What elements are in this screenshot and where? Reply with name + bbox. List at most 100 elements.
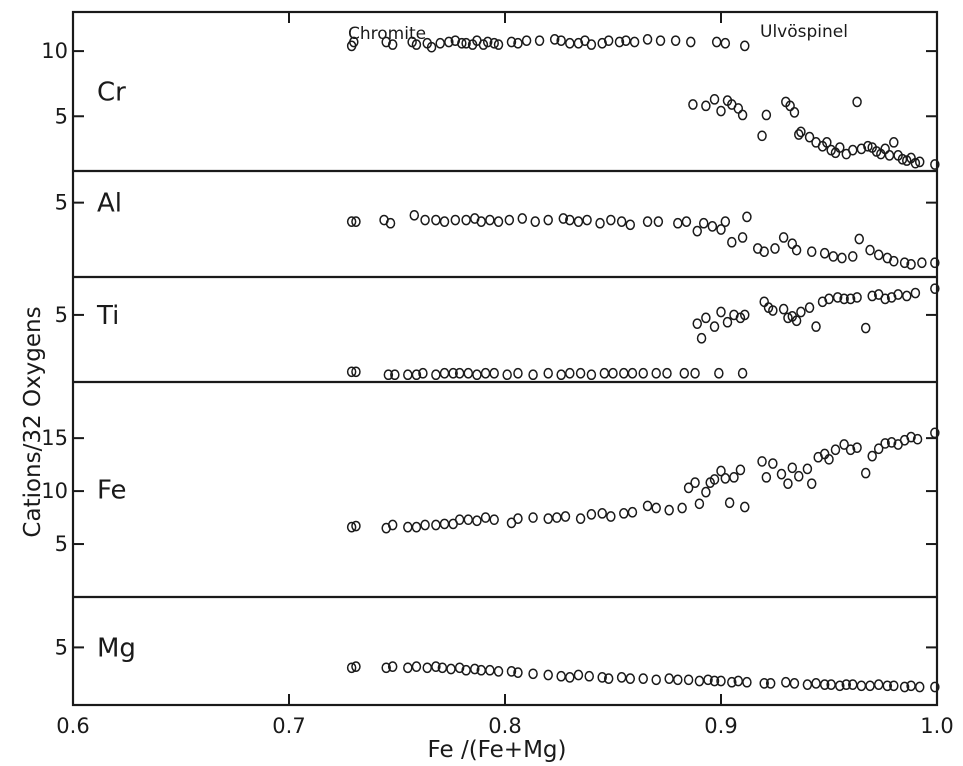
data-point-al	[791, 244, 802, 256]
data-point-al	[565, 214, 575, 226]
data-point-ti	[759, 296, 769, 308]
data-point-fe	[351, 520, 361, 532]
data-point-cr	[513, 37, 523, 49]
data-point-ti	[351, 366, 361, 378]
data-point-ti	[692, 318, 702, 330]
data-point-mg	[584, 670, 594, 682]
panel-fe: 5 10 15 Fe	[41, 426, 940, 556]
data-point-mg	[597, 672, 607, 683]
data-point-cr	[461, 37, 471, 49]
data-point-ti	[796, 306, 806, 318]
data-point-cr	[761, 109, 772, 121]
data-point-mg	[899, 681, 910, 693]
data-point-fe	[740, 501, 750, 513]
data-point-al	[873, 249, 884, 261]
data-point-fe	[543, 513, 553, 524]
data-point-ti	[651, 367, 661, 379]
data-point-al	[625, 219, 636, 231]
data-point-fe	[606, 511, 616, 522]
data-point-cr	[796, 126, 806, 138]
data-point-cr	[716, 105, 726, 117]
data-point-mg	[673, 674, 683, 686]
data-point-cr	[549, 34, 560, 45]
data-point-ti	[586, 369, 597, 381]
data-point-fe	[463, 514, 474, 526]
data-point-fe	[683, 482, 694, 494]
data-point-ti	[383, 369, 394, 381]
data-point-fe	[860, 467, 871, 479]
data-point-mg	[625, 673, 636, 684]
data-point-fe	[930, 427, 940, 439]
data-point-mg	[709, 675, 720, 687]
data-point-cr	[614, 36, 625, 48]
data-point-mg	[765, 678, 776, 689]
data-point-mg	[351, 661, 361, 672]
data-point-cr	[621, 35, 631, 47]
data-point-mg	[856, 680, 867, 692]
data-point-fe	[824, 453, 834, 465]
data-point-fe	[886, 437, 897, 448]
data-point-al	[504, 214, 515, 226]
data-point-ti	[638, 367, 648, 379]
data-point-al	[716, 224, 726, 235]
data-point-cr	[493, 39, 504, 50]
data-point-mg	[759, 678, 769, 689]
data-point-cr	[789, 107, 800, 118]
data-point-fe	[651, 502, 661, 514]
y-tick-label: 5	[55, 532, 68, 556]
data-point-ti	[902, 290, 912, 302]
data-point-ti	[768, 305, 778, 316]
data-point-al	[582, 214, 592, 226]
data-point-fe	[690, 477, 700, 488]
data-point-mg	[848, 679, 858, 690]
data-point-fe	[454, 514, 465, 526]
y-tick-label: 15	[41, 426, 68, 450]
x-axis-title: Fe /(Fe+Mg)	[428, 737, 567, 763]
data-point-al	[889, 255, 899, 267]
data-point-cr	[426, 41, 437, 53]
data-point-fe	[664, 504, 674, 516]
data-point-fe	[735, 464, 746, 476]
data-point-ti	[709, 321, 720, 332]
data-point-fe	[729, 471, 739, 483]
data-point-cr	[897, 153, 908, 165]
data-point-cr	[435, 37, 445, 49]
data-point-fe	[431, 519, 441, 531]
data-point-ti	[608, 367, 618, 379]
data-point-ti	[513, 367, 523, 379]
data-point-mg	[802, 679, 813, 690]
data-point-cr	[688, 99, 698, 110]
data-point-mg	[819, 679, 830, 690]
data-point-mg	[403, 662, 413, 674]
x-tick-label: 0.6	[56, 714, 89, 738]
data-point-fe	[627, 506, 638, 518]
panel-label-mg: Mg	[97, 633, 136, 663]
data-point-mg	[528, 668, 538, 680]
data-point-ti	[390, 369, 400, 381]
x-tick-label: 1.0	[920, 714, 953, 738]
data-point-al	[439, 216, 450, 227]
data-point-fe	[709, 474, 720, 485]
data-point-al	[737, 232, 748, 243]
panel-al: 5 Al	[55, 189, 940, 270]
data-point-cr	[597, 37, 607, 49]
data-point-cr	[889, 136, 899, 148]
panel-ti: 5 Ti	[55, 283, 940, 381]
y-tick-label: 10	[41, 479, 68, 503]
data-point-al	[698, 217, 709, 229]
data-point-al	[351, 216, 361, 227]
data-point-al	[865, 244, 875, 256]
data-point-ti	[575, 367, 586, 379]
data-point-fe	[513, 513, 523, 524]
data-point-ti	[418, 367, 428, 379]
data-point-mg	[664, 673, 674, 684]
data-point-mg	[485, 664, 495, 676]
data-point-al	[530, 216, 540, 227]
frame-border	[71, 10, 939, 707]
data-point-fe	[642, 500, 653, 512]
data-point-cr	[686, 36, 696, 48]
data-point-al	[707, 221, 718, 232]
data-point-fe	[619, 507, 629, 519]
data-point-ti	[910, 287, 921, 299]
